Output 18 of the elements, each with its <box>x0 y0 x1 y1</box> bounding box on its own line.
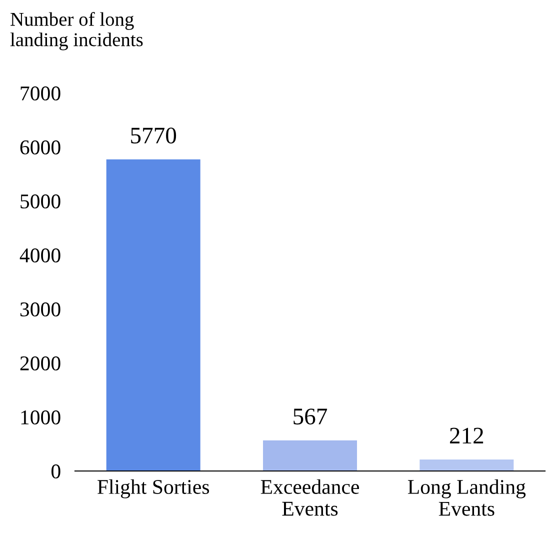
y-tick-label: 1000 <box>21 410 60 424</box>
data-label: 567 <box>294 408 328 424</box>
x-tick-label: Exceedance Events <box>260 479 360 516</box>
y-tick-label: 3000 <box>20 302 60 316</box>
y-tick-label: 6000 <box>20 140 60 154</box>
data-label: 212 <box>450 428 484 444</box>
bar <box>106 159 200 471</box>
y-tick-label: 5000 <box>20 194 60 208</box>
x-tick-label: Long Landing Events <box>408 479 526 516</box>
y-tick-label: 2000 <box>20 356 60 370</box>
y-tick-label: 4000 <box>20 248 60 262</box>
y-axis-title: Number of long landing incidents <box>10 12 143 50</box>
bar <box>420 460 514 471</box>
data-label: 5770 <box>131 128 176 144</box>
x-tick-label: Flight Sorties <box>98 479 210 498</box>
bar <box>263 440 357 471</box>
y-tick-label: 0 <box>51 464 60 478</box>
y-tick-label: 7000 <box>20 86 60 100</box>
